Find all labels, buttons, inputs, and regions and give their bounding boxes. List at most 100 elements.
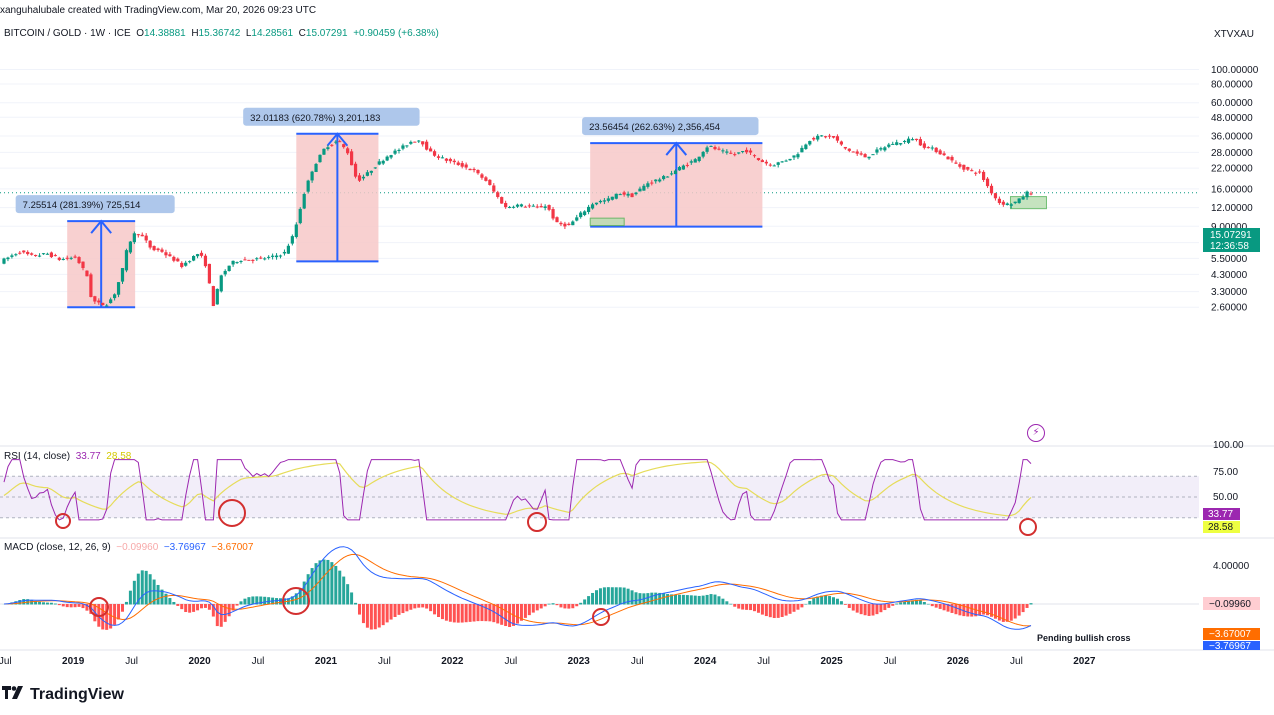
rsi-ma-badge xyxy=(1203,521,1240,533)
macd-histogram-bar xyxy=(211,604,215,617)
macd-histogram-bar xyxy=(895,603,899,605)
measure-label: 32.01183 (620.78%) 3,201,183 xyxy=(250,113,380,124)
price-axis-label: 12.00000 xyxy=(1211,203,1253,214)
macd-histogram-bar xyxy=(365,604,369,628)
macd-histogram-bar xyxy=(982,604,986,615)
candle-body xyxy=(120,268,125,282)
candle-body xyxy=(432,151,437,156)
candle-body xyxy=(456,162,460,165)
macd-histogram-bar xyxy=(583,599,587,605)
candle-body xyxy=(693,159,697,163)
candle-body xyxy=(946,156,950,160)
candle-body xyxy=(231,260,235,265)
macd-histogram-bar xyxy=(764,604,768,617)
macd-histogram-bar xyxy=(73,604,77,608)
macd-histogram-bar xyxy=(172,602,176,605)
time-axis-label: Jul xyxy=(884,656,897,667)
macd-histogram-bar xyxy=(326,559,330,605)
macd-histogram-bar xyxy=(227,604,231,617)
time-axis-label: 2025 xyxy=(820,656,843,667)
measure-label: 7.25514 (281.39%) 725,514 xyxy=(23,200,141,211)
candle-body xyxy=(950,156,954,161)
macd-histogram-bar xyxy=(796,604,800,610)
macd-histogram-bar xyxy=(681,594,685,605)
candle-body xyxy=(144,235,148,241)
macd-histogram-bar xyxy=(354,602,358,605)
candle-body xyxy=(978,171,982,173)
rsi-line xyxy=(3,459,1032,521)
macd-histogram-bar xyxy=(488,604,492,622)
macd-circle-marker xyxy=(282,587,310,615)
macd-histogram-bar xyxy=(350,592,354,605)
macd-histogram-bar xyxy=(437,604,440,617)
macd-histogram-bar xyxy=(847,604,851,608)
candle-body xyxy=(286,245,290,254)
candle-body xyxy=(223,270,227,275)
macd-histogram-bar xyxy=(784,604,788,616)
macd-histogram-bar xyxy=(899,602,903,605)
candle-body xyxy=(2,258,6,264)
time-axis-label: 2020 xyxy=(188,656,211,667)
candle-body xyxy=(381,160,385,164)
close-value: 15.07291 xyxy=(305,28,348,39)
candle-body xyxy=(891,143,895,145)
macd-signal-label: −3.67007 xyxy=(1209,629,1251,640)
candle-body xyxy=(440,157,445,159)
candle-body xyxy=(575,217,579,221)
candle-body xyxy=(701,151,705,157)
macd-histogram-bar xyxy=(346,584,350,605)
macd-histogram-bar xyxy=(128,590,132,605)
candle-body xyxy=(97,300,101,303)
macd-histogram-bar xyxy=(697,595,701,605)
candle-body xyxy=(630,193,634,198)
macd-histogram-bar xyxy=(851,604,855,611)
candle-body xyxy=(871,154,875,156)
candle-body xyxy=(587,206,591,213)
high-value: 15.36742 xyxy=(198,28,241,39)
macd-histogram-bar xyxy=(49,602,53,605)
macd-histogram-bar xyxy=(405,604,409,612)
macd-histogram-bar xyxy=(772,604,776,619)
symbol-code: XTVXAU xyxy=(1214,29,1255,40)
time-axis-label: Jul xyxy=(504,656,517,667)
macd-histogram-bar xyxy=(780,604,784,617)
macd-histogram-bar xyxy=(215,604,219,627)
candle-body xyxy=(535,206,539,208)
macd-line xyxy=(3,546,1032,630)
candle-body xyxy=(199,252,204,256)
candle-body xyxy=(353,163,358,177)
macd-histogram-bar xyxy=(45,602,49,605)
symbol-title[interactable]: BITCOIN / GOLD · 1W · ICE xyxy=(4,28,131,39)
price-axis-label: 3.30000 xyxy=(1211,287,1248,298)
macd-histogram-bar xyxy=(456,604,460,623)
candle-body xyxy=(922,143,926,148)
lightning-icon[interactable]: ⚡ xyxy=(1027,424,1045,442)
price-axis-label: 48.00000 xyxy=(1211,113,1253,124)
candle-body xyxy=(247,259,251,261)
macd-histogram-bar xyxy=(875,604,879,615)
candle-body xyxy=(508,206,512,208)
macd-histogram-bar xyxy=(725,601,729,605)
macd-histogram-bar xyxy=(911,600,914,605)
macd-histogram-bar xyxy=(626,588,630,605)
candlestick-series xyxy=(2,133,1033,307)
rsi-circle-marker xyxy=(527,512,547,532)
price-axis-label: 80.00000 xyxy=(1211,79,1253,90)
macd-histogram-bar xyxy=(85,604,89,611)
time-axis-label: 2023 xyxy=(568,656,591,667)
macd-histogram-bar xyxy=(737,604,741,609)
candle-body xyxy=(883,147,887,151)
macd-histogram-bar xyxy=(231,604,235,611)
candle-body xyxy=(6,257,10,260)
macd-histogram-bar xyxy=(476,604,480,622)
candle-body xyxy=(255,258,259,260)
price-axis-label: 60.00000 xyxy=(1211,98,1253,109)
candle-body xyxy=(851,151,855,153)
macd-histogram-bar xyxy=(622,587,626,605)
time-axis-label: Jul xyxy=(757,656,770,667)
candle-body xyxy=(673,170,678,175)
candle-body xyxy=(373,167,377,169)
time-axis-label: 2026 xyxy=(947,656,970,667)
macd-histogram-bar xyxy=(516,604,519,624)
